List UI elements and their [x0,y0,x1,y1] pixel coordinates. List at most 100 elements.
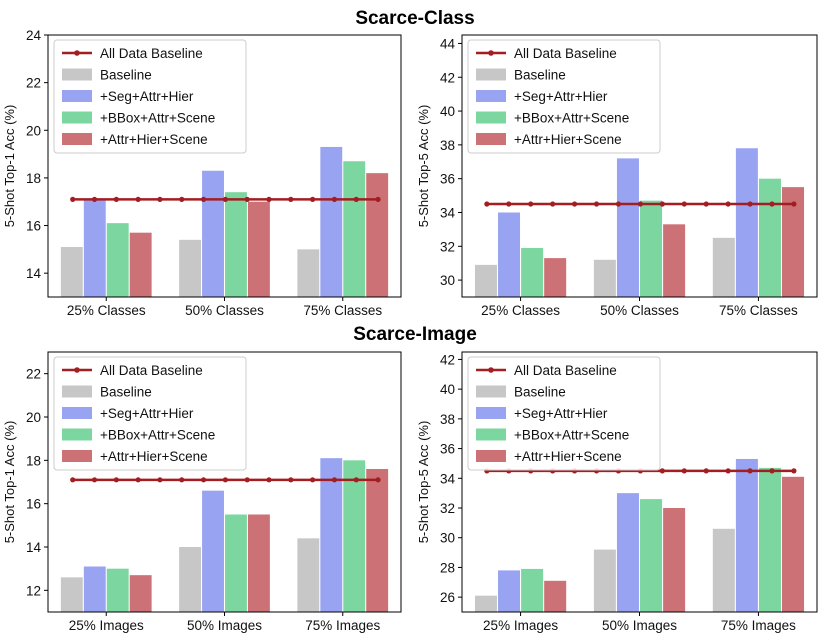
bar-4-s4-c3 [782,476,805,612]
reference-marker-1-11 [288,196,294,202]
reference-marker-1-15 [375,196,381,202]
legend-label-1-4: +Attr+Hier+Scene [100,132,208,147]
reference-marker-4-9 [659,468,665,474]
reference-marker-3-7 [200,477,207,483]
y-tick-label-4-7: 38 [440,412,455,427]
bar-3-s4-c1 [129,575,152,612]
x-tick-label-3-1: 25% Images [69,618,144,633]
bar-2-s2-c1 [498,212,521,297]
y-tick-label-2-5: 38 [440,138,455,153]
reference-marker-3-11 [288,477,294,483]
bar-4-s2-c3 [735,458,758,612]
reference-marker-1-14 [353,196,359,202]
x-tick-label-2-2: 50% Classes [600,303,679,318]
reference-marker-3-1 [70,477,76,483]
bar-2-s3-c1 [521,247,544,297]
legend-swatch-3-3 [62,428,92,441]
bar-2-s1-c3 [712,237,735,297]
y-tick-label-3-2: 14 [26,540,42,555]
reference-marker-2-14 [769,201,775,207]
bar-2-s1-c2 [593,259,616,297]
reference-marker-2-6 [593,201,600,207]
reference-marker-3-3 [113,477,119,483]
reference-marker-2-5 [571,201,578,207]
bar-1-s2-c3 [320,146,343,297]
y-tick-label-2-2: 32 [440,239,455,254]
bar-2-s1-c1 [474,264,497,297]
reference-marker-4-14 [769,468,775,474]
y-tick-label-4-6: 36 [440,442,455,457]
reference-marker-1-3 [113,196,119,202]
bar-3-s2-c2 [202,490,224,612]
legend-label-3-0: All Data Baseline [100,363,203,378]
y-tick-label-3-6: 22 [26,367,41,382]
bar-4-s3-c1 [521,568,544,612]
reference-marker-3-2 [91,477,98,483]
bar-4-s3-c3 [758,467,781,612]
bar-1-s2-c2 [202,170,224,297]
bar-4-s4-c1 [544,580,567,612]
legend-label-3-2: +Seg+Attr+Hier [100,406,194,421]
reference-marker-3-9 [244,477,250,483]
bar-2-s4-c2 [663,224,686,297]
reference-marker-4-15 [791,468,797,474]
reference-marker-2-15 [791,201,797,207]
bar-3-s4-c2 [247,514,270,612]
legend-marker-2 [488,50,494,56]
x-tick-label-4-1: 25% Images [483,618,558,633]
legend-swatch-4-3 [476,428,506,441]
charts-group: 14 16 18 20 22 24 25% Classes 50% Classes 75% Cl… [2,28,818,633]
reference-marker-1-9 [244,196,250,202]
reference-marker-2-3 [528,201,534,207]
x-tick-label-1-2: 50% Classes [185,303,264,318]
legend-swatch-2-4 [476,133,506,145]
reference-marker-3-13 [331,477,338,483]
bar-4-s4-c2 [663,508,686,612]
legend-swatch-3-2 [62,407,92,419]
y-axis-label-3: 5-Shot Top-1 Acc (%) [2,421,17,544]
legend-swatch-1-4 [62,133,92,145]
reference-marker-3-10 [266,477,272,483]
y-tick-label-4-2: 28 [440,560,455,575]
y-tick-label-2-6: 40 [440,104,455,119]
reference-marker-3-14 [353,477,359,483]
legend-swatch-2-1 [476,68,506,81]
y-tick-label-1-1: 14 [26,266,42,281]
reference-marker-2-12 [725,201,731,207]
bar-1-s4-c2 [247,201,270,297]
bar-4-s1-c3 [712,528,735,612]
y-tick-label-2-1: 30 [440,273,455,288]
reference-marker-1-2 [91,196,98,202]
y-tick-label-3-1: 12 [26,583,41,598]
y-axis-label-1: 5-Shot Top-1 Acc (%) [2,105,17,228]
bar-4-s3-c2 [640,499,663,612]
legend-box-2 [467,39,661,154]
legend-label-2-1: Baseline [514,68,566,83]
section-title-scarce-class: Scarce-Class [355,8,474,29]
y-tick-label-4-4: 32 [440,501,455,516]
legend-label-2-0: All Data Baseline [514,46,617,61]
reference-marker-1-7 [200,196,207,202]
legend-box-3 [53,356,247,471]
y-tick-label-4-9: 42 [440,352,455,367]
y-tick-label-1-2: 16 [26,219,41,234]
y-axis-label-2: 5-Shot Top-5 Acc (%) [416,105,431,228]
x-tick-label-2-1: 25% Classes [481,303,560,318]
y-tick-label-4-8: 40 [440,382,455,397]
legend-label-4-4: +Attr+Hier+Scene [514,449,622,464]
bar-1-s1-c1 [60,246,83,297]
legend-label-3-1: Baseline [100,385,152,400]
bar-1-s1-c2 [179,239,202,297]
y-tick-label-2-3: 34 [440,205,456,220]
legend-label-4-3: +BBox+Attr+Scene [514,428,629,443]
y-tick-label-2-7: 42 [440,70,455,85]
legend-swatch-1-1 [62,68,92,81]
legend-label-1-1: Baseline [100,68,152,83]
legend-label-1-2: +Seg+Attr+Hier [100,89,194,104]
legend-box-4 [467,356,661,471]
reference-marker-4-10 [681,468,687,474]
y-tick-label-4-5: 34 [440,471,456,486]
legend-label-4-2: +Seg+Attr+Hier [514,406,608,421]
legend-swatch-4-2 [476,407,506,419]
